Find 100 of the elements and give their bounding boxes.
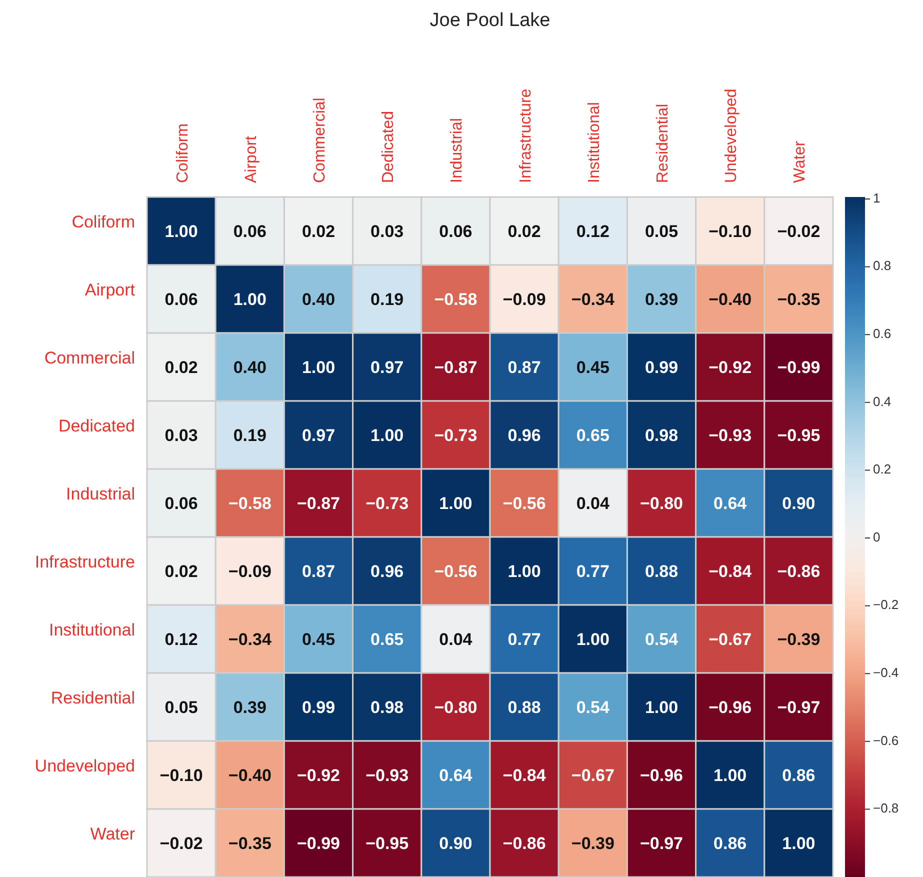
data-label: 0.02 [302, 222, 336, 241]
data-label: −0.58 [228, 494, 272, 513]
x-tick-label: Residential [654, 104, 672, 183]
data-label: 0.02 [508, 222, 541, 241]
data-label: −0.84 [502, 766, 546, 785]
data-label: 0.96 [508, 426, 541, 445]
data-label: −0.80 [640, 494, 684, 513]
data-label: −0.97 [640, 834, 684, 853]
data-label: −0.40 [228, 766, 272, 785]
data-label: 0.04 [439, 630, 473, 649]
data-label: 0.05 [164, 698, 198, 717]
data-label: −0.58 [434, 290, 478, 309]
data-label: 1.00 [782, 834, 816, 853]
data-label: 1.00 [302, 358, 336, 377]
data-label: 0.40 [302, 290, 336, 309]
x-tick-label: Commercial [312, 98, 328, 183]
x-tick-label: Coliform [174, 123, 192, 183]
data-label: 0.06 [164, 290, 198, 309]
data-label: −0.73 [366, 494, 409, 513]
data-label: 0.87 [302, 562, 336, 581]
data-label: 0.54 [576, 698, 610, 717]
data-label: 0.86 [714, 834, 747, 853]
data-label: −0.73 [434, 426, 478, 445]
data-label: −0.02 [777, 222, 820, 241]
data-label: 1.00 [233, 290, 266, 309]
data-label: −0.80 [434, 698, 478, 717]
data-label: 0.12 [576, 222, 610, 241]
data-label: −0.84 [708, 562, 752, 581]
data-label: −0.87 [296, 494, 340, 513]
data-label: 0.98 [370, 698, 404, 717]
data-label: −0.96 [640, 766, 684, 785]
x-tick-label: Infrastructure [517, 88, 534, 183]
data-label: 0.19 [370, 290, 404, 309]
data-label: −0.34 [571, 290, 615, 309]
color-bar-label: −0.2 [873, 597, 899, 612]
data-label: 1.00 [370, 426, 404, 445]
data-label: −0.02 [160, 834, 203, 853]
data-label: 0.06 [233, 222, 266, 241]
data-label: 0.77 [508, 630, 541, 649]
y-tick-label: Residential [50, 688, 135, 708]
data-label: 0.98 [644, 426, 678, 445]
color-bar-label: −0.8 [873, 800, 899, 816]
data-label: 0.45 [302, 630, 336, 649]
data-label: 1.00 [576, 630, 610, 649]
data-label: −0.39 [571, 834, 614, 853]
color-bar-label: 0 [873, 529, 880, 544]
data-label: −0.97 [777, 698, 820, 717]
color-bar-label: 0.2 [873, 462, 892, 477]
data-label: −0.09 [502, 290, 546, 309]
data-label: 0.99 [302, 698, 336, 717]
data-label: −0.56 [434, 562, 478, 581]
data-label: −0.95 [777, 426, 820, 445]
data-label: 0.54 [644, 630, 679, 649]
y-tick-label: Water [90, 824, 136, 844]
data-label: −0.86 [502, 834, 546, 853]
data-label: −0.99 [777, 358, 820, 377]
data-label: −0.93 [366, 766, 409, 785]
data-label: −0.10 [708, 222, 752, 241]
data-label: 0.65 [576, 426, 610, 445]
color-bar-label: 0.4 [873, 394, 892, 409]
data-label: 0.64 [714, 494, 748, 513]
data-label: −0.39 [777, 630, 820, 649]
data-label: 0.88 [644, 562, 678, 581]
data-label: −0.92 [708, 358, 752, 377]
data-label: 0.65 [370, 630, 404, 649]
data-label: −0.35 [228, 834, 272, 853]
data-label: 0.97 [370, 358, 404, 377]
data-label: 0.39 [233, 698, 266, 717]
data-label: 0.99 [644, 358, 678, 377]
data-label: 1.00 [508, 562, 541, 581]
data-label: 0.96 [370, 562, 404, 581]
y-tick-label: Institutional [49, 620, 135, 640]
data-label: 1.00 [439, 494, 472, 513]
data-label: 0.90 [782, 494, 816, 513]
data-label: 0.04 [576, 494, 610, 513]
data-label: 0.12 [164, 630, 198, 649]
y-tick-label: Infrastructure [34, 552, 135, 572]
color-bar-label: 0.8 [873, 258, 892, 274]
data-label: −0.96 [708, 698, 752, 717]
data-label: 1.00 [714, 766, 747, 785]
data-label: −0.92 [296, 766, 340, 785]
data-label: −0.86 [777, 562, 820, 581]
data-label: −0.56 [502, 494, 546, 513]
color-bar-label: −0.4 [873, 665, 899, 680]
data-label: 0.87 [508, 358, 541, 377]
data-label: −0.09 [228, 562, 272, 581]
chart-title: Joe Pool Lake [430, 10, 550, 31]
y-tick-label: Coliform [72, 212, 135, 232]
data-label: 1.00 [164, 222, 198, 241]
data-label: −0.67 [708, 630, 752, 649]
x-tick-label: Industrial [448, 118, 466, 183]
y-tick-label: Dedicated [58, 416, 135, 436]
x-tick-label: Airport [242, 135, 260, 183]
y-tick-label: Industrial [66, 484, 135, 504]
data-label: −0.67 [571, 766, 614, 785]
data-label: 0.86 [782, 766, 816, 785]
data-label: −0.35 [777, 290, 820, 309]
x-tick-label: Institutional [586, 102, 603, 183]
data-label: 0.97 [302, 426, 336, 445]
data-label: 0.02 [164, 562, 198, 581]
